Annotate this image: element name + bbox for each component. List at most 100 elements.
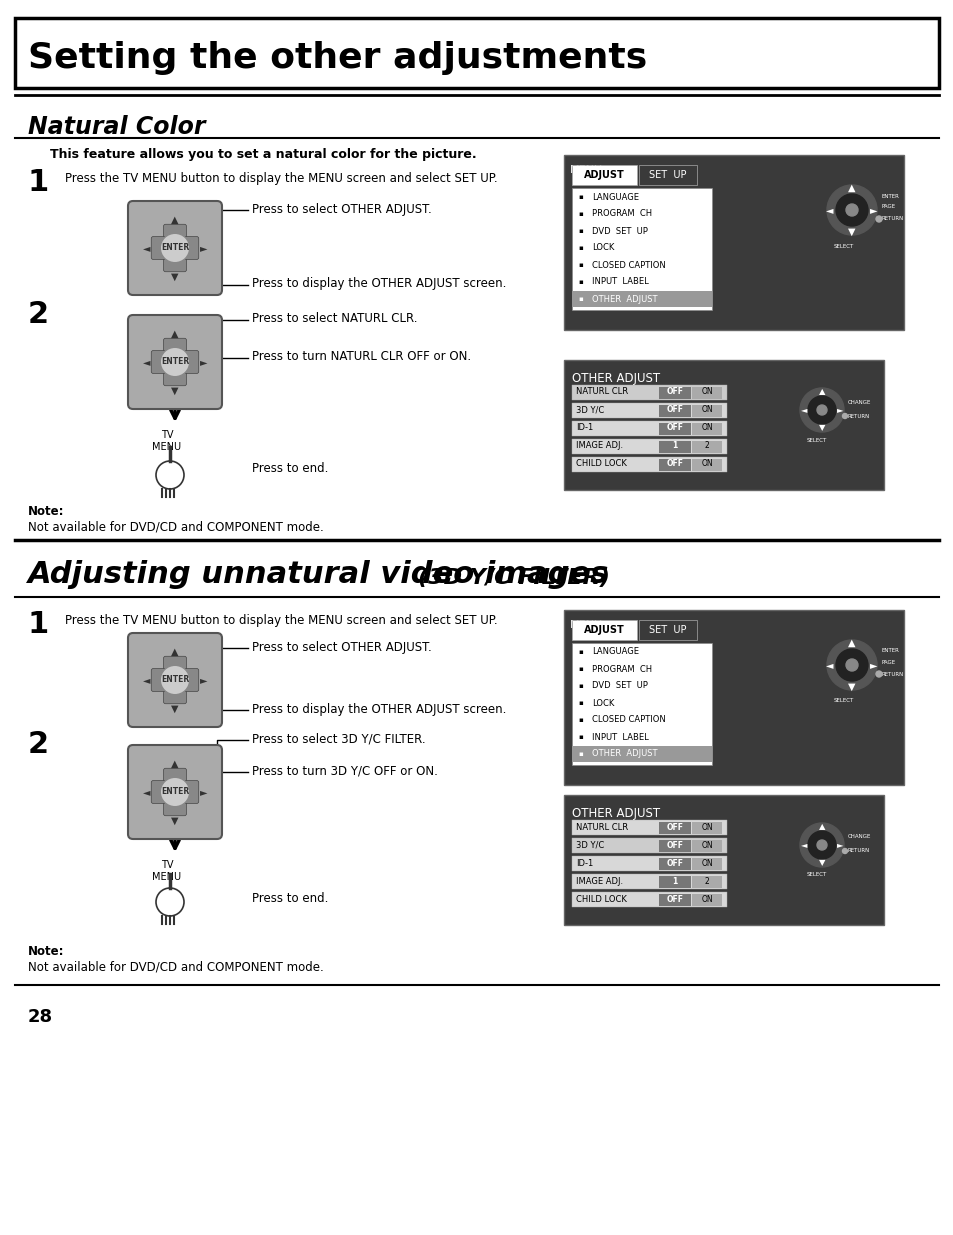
- Text: Press to turn 3D Y/C OFF or ON.: Press to turn 3D Y/C OFF or ON.: [252, 764, 437, 778]
- Circle shape: [845, 204, 857, 216]
- Text: OTHER  ADJUST: OTHER ADJUST: [592, 750, 657, 758]
- Bar: [691, 459, 721, 471]
- Text: SET  UP: SET UP: [649, 625, 686, 635]
- Text: Note:: Note:: [28, 505, 65, 517]
- Bar: [572, 620, 637, 640]
- Text: 1: 1: [672, 877, 677, 885]
- Text: SELECT: SELECT: [833, 699, 853, 704]
- Circle shape: [160, 347, 190, 377]
- Text: Press to select OTHER ADJUST.: Press to select OTHER ADJUST.: [252, 203, 432, 215]
- Text: SELECT: SELECT: [806, 437, 826, 442]
- FancyBboxPatch shape: [152, 351, 174, 373]
- Text: ◄: ◄: [800, 405, 806, 415]
- Text: 1: 1: [672, 441, 677, 451]
- Text: ▪: ▪: [578, 718, 582, 722]
- Bar: [659, 441, 690, 453]
- Text: Press to display the OTHER ADJUST screen.: Press to display the OTHER ADJUST screen…: [252, 703, 506, 715]
- Text: ▪: ▪: [578, 211, 582, 217]
- Text: CLOSED CAPTION: CLOSED CAPTION: [592, 261, 665, 269]
- Circle shape: [160, 666, 190, 695]
- Text: RETURN: RETURN: [882, 216, 903, 221]
- Text: ▲: ▲: [172, 329, 178, 338]
- Text: ID-1: ID-1: [576, 424, 593, 432]
- Bar: [691, 858, 721, 869]
- Text: CHILD LOCK: CHILD LOCK: [576, 894, 626, 904]
- Text: PAGE: PAGE: [882, 205, 895, 210]
- Text: RETURN: RETURN: [847, 848, 869, 853]
- FancyBboxPatch shape: [163, 362, 186, 385]
- Text: ▪: ▪: [578, 296, 582, 303]
- Text: Natural Color: Natural Color: [28, 115, 205, 140]
- Text: ▼: ▼: [818, 858, 824, 867]
- Bar: [659, 387, 690, 399]
- Text: ◄: ◄: [825, 659, 833, 671]
- Text: IMAGE ADJ.: IMAGE ADJ.: [576, 441, 622, 451]
- Text: ►: ►: [199, 676, 207, 685]
- Text: Press to select 3D Y/C FILTER.: Press to select 3D Y/C FILTER.: [252, 732, 425, 746]
- Bar: [691, 894, 721, 906]
- Text: ON: ON: [700, 841, 712, 850]
- FancyBboxPatch shape: [175, 351, 198, 373]
- Text: SELECT: SELECT: [806, 872, 826, 878]
- Text: ▪: ▪: [578, 700, 582, 706]
- Text: ◄: ◄: [825, 205, 833, 215]
- Bar: [659, 840, 690, 852]
- Bar: [572, 643, 711, 764]
- Text: ON: ON: [700, 823, 712, 831]
- Circle shape: [826, 640, 876, 690]
- Text: ►: ►: [199, 357, 207, 367]
- FancyBboxPatch shape: [163, 768, 186, 792]
- Text: OFF: OFF: [666, 823, 682, 831]
- Text: Setting the other adjustments: Setting the other adjustments: [28, 41, 646, 75]
- Text: PAGE: PAGE: [882, 659, 895, 664]
- Text: 2: 2: [28, 300, 49, 329]
- Text: ENTER: ENTER: [161, 243, 189, 252]
- Bar: [691, 424, 721, 435]
- Bar: [691, 441, 721, 453]
- Bar: [572, 291, 711, 308]
- Text: CHANGE: CHANGE: [847, 399, 870, 405]
- Text: CHILD LOCK: CHILD LOCK: [576, 459, 626, 468]
- FancyBboxPatch shape: [163, 656, 186, 680]
- Bar: [659, 876, 690, 888]
- Text: ▼: ▼: [847, 227, 855, 237]
- Text: Press to select OTHER ADJUST.: Press to select OTHER ADJUST.: [252, 641, 432, 653]
- FancyBboxPatch shape: [163, 225, 186, 248]
- FancyBboxPatch shape: [128, 201, 222, 295]
- Bar: [572, 856, 726, 871]
- Text: ►: ►: [836, 841, 842, 850]
- Text: 2: 2: [704, 441, 709, 451]
- Text: OTHER  ADJUST: OTHER ADJUST: [592, 294, 657, 304]
- Text: SELECT: SELECT: [833, 243, 853, 248]
- Bar: [639, 165, 697, 185]
- Circle shape: [800, 823, 843, 867]
- Text: Not available for DVD/CD and COMPONENT mode.: Not available for DVD/CD and COMPONENT m…: [28, 960, 323, 973]
- Circle shape: [835, 650, 867, 680]
- Bar: [572, 457, 726, 472]
- Text: ▲: ▲: [172, 758, 178, 768]
- Bar: [572, 820, 726, 835]
- Text: OFF: OFF: [666, 858, 682, 867]
- Bar: [659, 823, 690, 834]
- FancyBboxPatch shape: [152, 668, 174, 692]
- Bar: [572, 839, 726, 853]
- Bar: [563, 359, 883, 490]
- Text: ◄: ◄: [800, 841, 806, 850]
- Text: ON: ON: [700, 858, 712, 867]
- Circle shape: [835, 194, 867, 226]
- Text: 1: 1: [28, 610, 49, 638]
- Text: LOCK: LOCK: [592, 243, 614, 252]
- Text: OTHER ADJUST: OTHER ADJUST: [572, 372, 659, 385]
- Bar: [572, 165, 637, 185]
- Text: Press to display the OTHER ADJUST screen.: Press to display the OTHER ADJUST screen…: [252, 278, 506, 290]
- Bar: [691, 840, 721, 852]
- FancyBboxPatch shape: [175, 237, 198, 259]
- Text: 2: 2: [704, 877, 709, 885]
- Text: ▲: ▲: [172, 215, 178, 225]
- Text: OFF: OFF: [666, 841, 682, 850]
- Text: Adjusting unnatural video images: Adjusting unnatural video images: [28, 559, 619, 589]
- Text: ADJUST: ADJUST: [583, 625, 623, 635]
- Text: ▼: ▼: [847, 682, 855, 692]
- Circle shape: [816, 840, 826, 850]
- Text: ENTER: ENTER: [882, 648, 899, 653]
